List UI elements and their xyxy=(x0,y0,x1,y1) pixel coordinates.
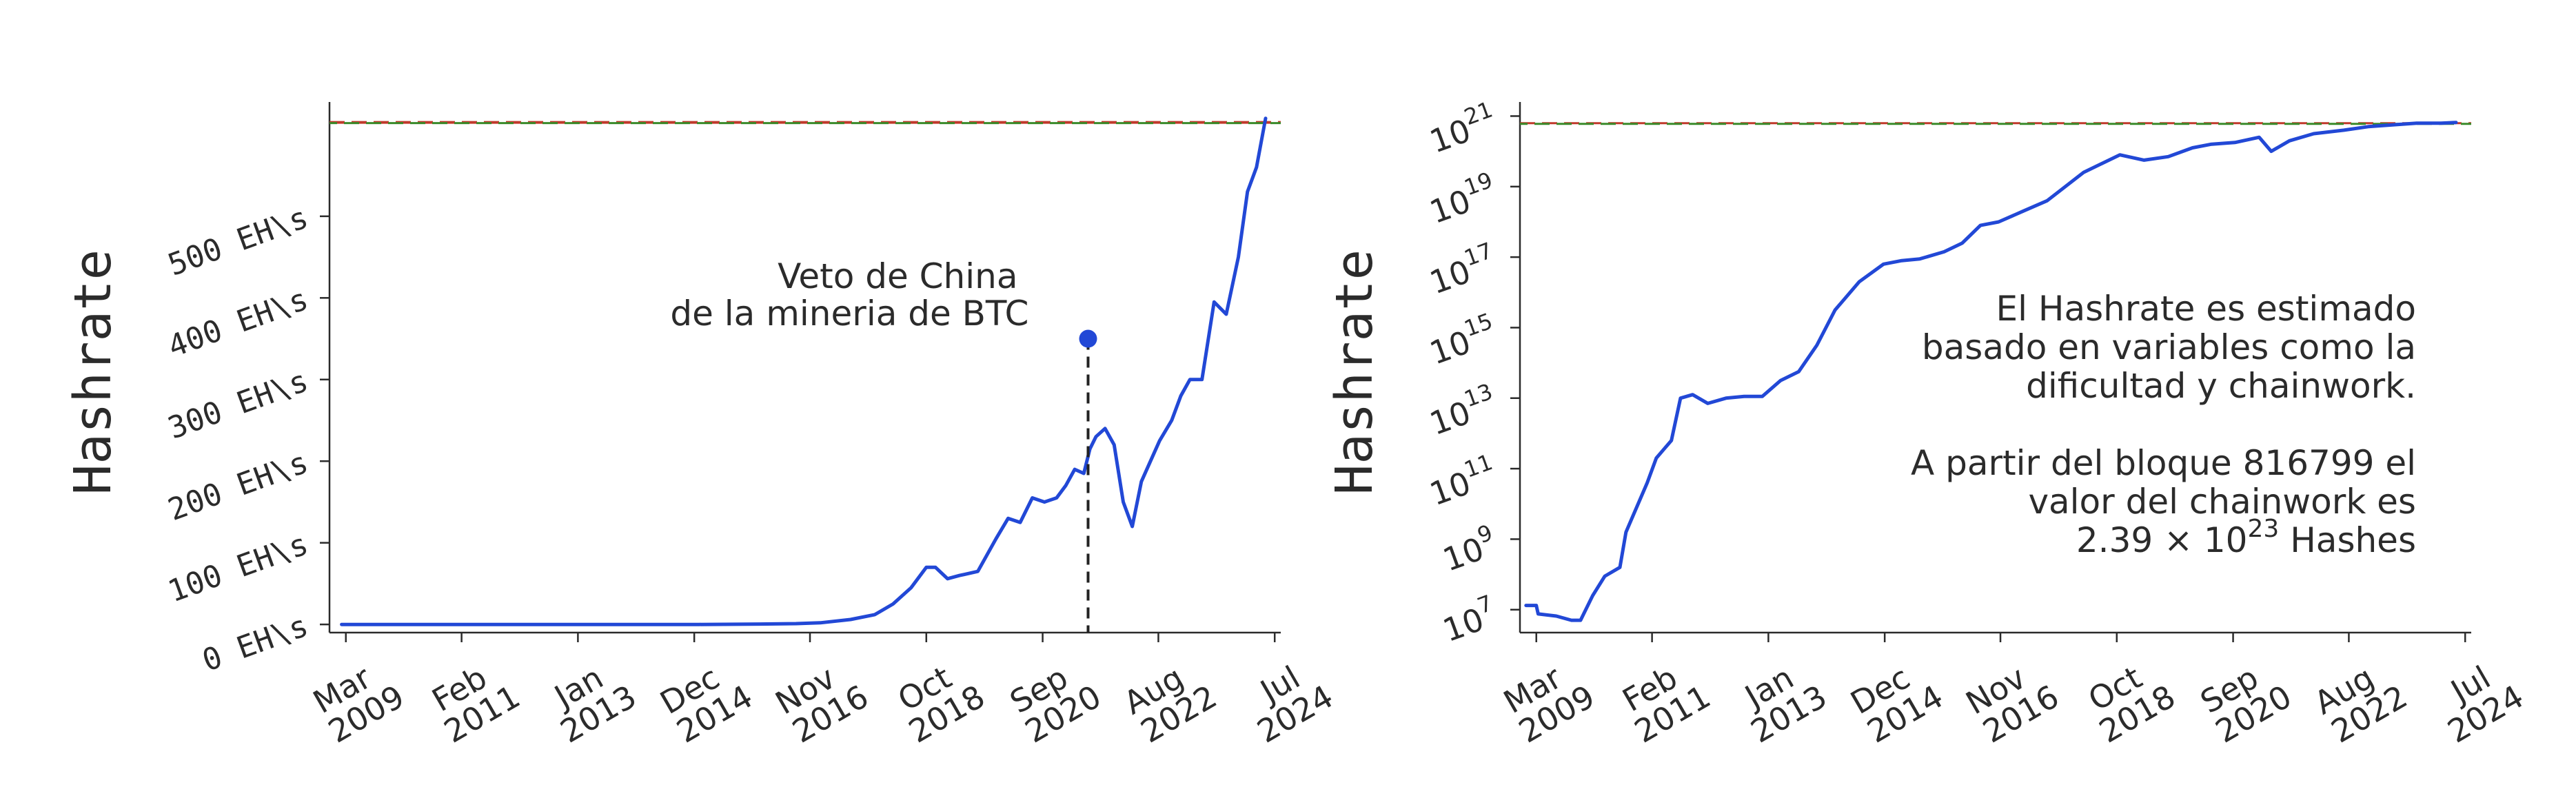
x-tick-label: Jan2013 xyxy=(538,649,642,750)
annotation-line: A partir del bloque 816799 el xyxy=(1911,443,2416,483)
y-tick-label: 1011 xyxy=(1423,449,1502,513)
x-tick-label: Aug2022 xyxy=(1117,649,1223,750)
y-tick-label: 400 EH\s xyxy=(163,282,313,365)
x-tick-label: Oct2018 xyxy=(886,649,991,750)
x-tick-label: Mar2009 xyxy=(305,649,410,750)
x-tick-label: Sep2020 xyxy=(2193,649,2298,750)
y-tick-label: 500 EH\s xyxy=(163,200,313,283)
y-tick-label: 200 EH\s xyxy=(163,445,313,528)
x-tick-label: Sep2020 xyxy=(1002,649,1107,750)
y-tick-label: 1021 xyxy=(1423,96,1502,161)
y-tick-label: 1019 xyxy=(1423,167,1502,231)
y-tick-label: 0 EH\s xyxy=(198,608,313,679)
x-tick-label: Jul2024 xyxy=(1235,649,1339,750)
annotation-chainwork-exponent: 23 xyxy=(2248,515,2280,543)
annotation-line: basado en variables como la xyxy=(1922,327,2416,367)
hashrate-line-log xyxy=(1524,121,2458,622)
chart-right: Mar2009 Feb2011 Jan2013 Dec2014 Nov2016 Oct20… xyxy=(1325,96,2530,750)
x-tick-label: Dec2014 xyxy=(654,649,759,750)
x-tick-label: Mar2009 xyxy=(1496,649,1601,750)
annotation-line: dificultad y chainwork. xyxy=(2026,366,2416,406)
annotation-line: Veto de China xyxy=(778,256,1017,296)
x-tick-label: Aug2022 xyxy=(2308,649,2413,750)
event-marker xyxy=(1079,329,1097,348)
annotation-chainwork-mantissa: 2.39 × 10 xyxy=(2076,520,2248,560)
x-tick-label: Jan2013 xyxy=(1728,649,1833,750)
x-tick-label: Oct2018 xyxy=(2076,649,2181,750)
y-axis-title: Hashrate xyxy=(1325,249,1384,495)
y-tick-label: 100 EH\s xyxy=(163,526,313,609)
y-tick-label: 1015 xyxy=(1423,308,1502,372)
annotation-line: valor del chainwork es xyxy=(2028,482,2416,522)
y-tick-label: 107 xyxy=(1436,590,1502,649)
annotation-chainwork-unit: Hashes xyxy=(2279,520,2416,560)
x-tick-label: Dec2014 xyxy=(1845,649,1949,750)
x-tick-label: Nov2016 xyxy=(1960,649,2065,750)
x-tick-label: Nov2016 xyxy=(769,649,875,750)
y-tick-label: 1017 xyxy=(1423,237,1502,301)
x-tick-label: Feb2011 xyxy=(421,649,526,750)
hashrate-line xyxy=(340,116,1268,626)
annotation-line-chainwork: 2.39 × 1023 Hashes xyxy=(2076,515,2416,560)
annotation-line: El Hashrate es estimado xyxy=(1996,289,2417,329)
x-tick-label: Feb2011 xyxy=(1612,649,1716,750)
y-tick-label: 1013 xyxy=(1423,378,1502,442)
y-tick-label: 300 EH\s xyxy=(163,363,313,446)
y-tick-label: 109 xyxy=(1436,520,1502,579)
x-tick-label: Jul2024 xyxy=(2425,649,2530,750)
chart-left: Mar2009 Feb2011 Jan2013 Dec2014 Nov2016 Oct20… xyxy=(63,102,1339,750)
annotation-line: de la mineria de BTC xyxy=(670,294,1028,334)
y-axis-title: Hashrate xyxy=(63,249,123,495)
